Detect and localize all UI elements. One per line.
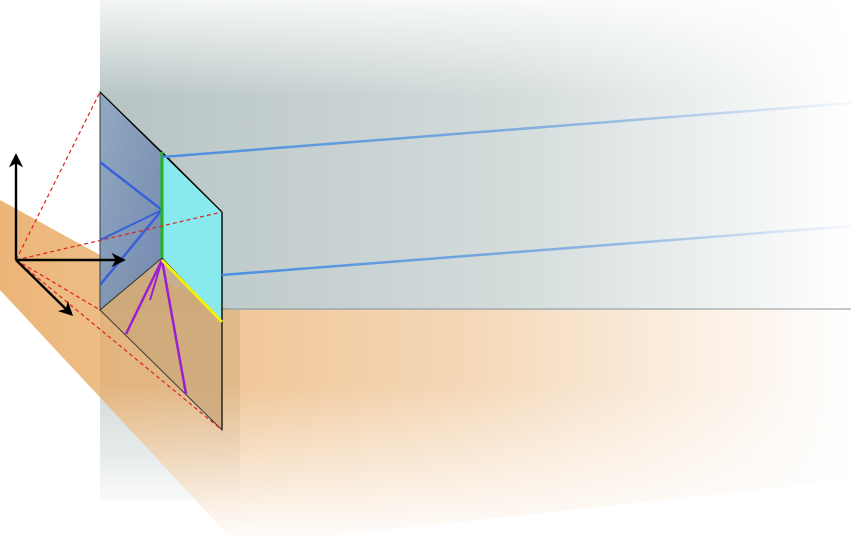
blue-ray-1 (161, 101, 851, 159)
xyz-axes-icon (8, 153, 126, 317)
projection-line-top (15, 91, 101, 261)
projection-line-lower (15, 259, 101, 311)
blue-fan-line-3 (99, 209, 163, 241)
axis-diagonal-arrow (15, 259, 74, 317)
yellow-edge (160, 258, 224, 324)
purple-fan-line-1 (124, 259, 164, 335)
blue-fan-line-1 (99, 161, 163, 211)
blue-fan-line-2 (99, 209, 163, 286)
purple-fan-line-2 (160, 259, 188, 395)
projection-lines (15, 91, 223, 431)
purple-fan-line-3 (149, 259, 163, 301)
floor-plane (0, 200, 851, 537)
blue-ray-2 (221, 224, 851, 277)
outgoing-rays (161, 101, 851, 396)
projection-line-upper (15, 211, 223, 261)
projection-line-bottom (15, 259, 223, 431)
